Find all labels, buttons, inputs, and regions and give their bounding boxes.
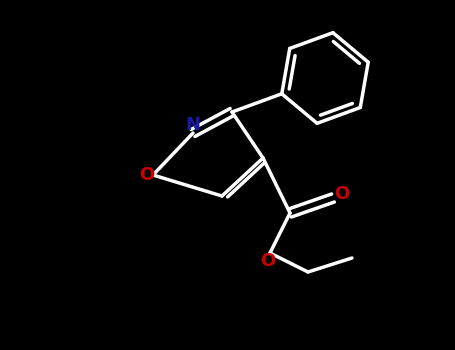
Text: O: O	[139, 166, 155, 184]
Text: O: O	[334, 185, 349, 203]
Text: O: O	[260, 252, 275, 271]
Text: N: N	[186, 117, 201, 134]
